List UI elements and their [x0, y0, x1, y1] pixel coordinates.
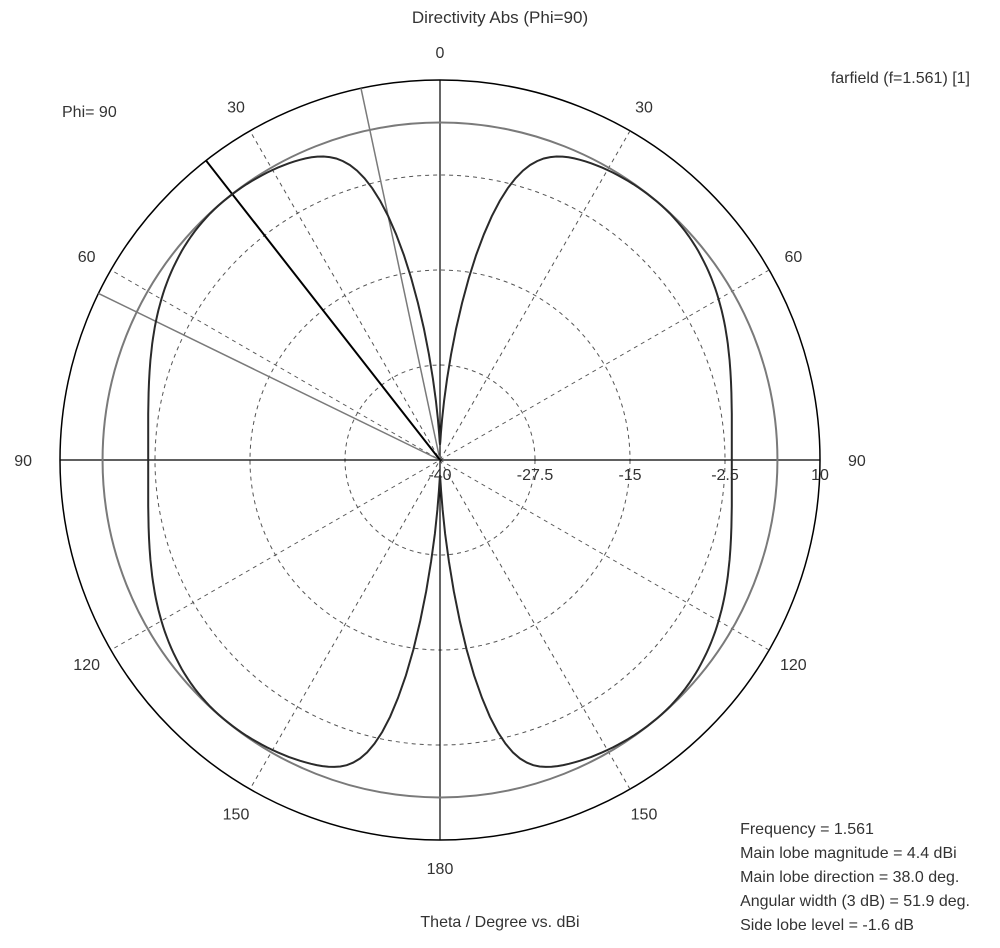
svg-text:120: 120: [780, 657, 807, 674]
svg-text:-27.5: -27.5: [517, 467, 554, 484]
svg-text:-2.5: -2.5: [711, 467, 739, 484]
svg-text:180: 180: [427, 861, 454, 878]
svg-text:30: 30: [635, 100, 653, 117]
svg-text:-15: -15: [618, 467, 641, 484]
svg-text:90: 90: [848, 453, 866, 470]
svg-text:150: 150: [223, 806, 250, 823]
svg-text:60: 60: [784, 249, 802, 266]
svg-text:30: 30: [227, 100, 245, 117]
polar-chart: -40-27.5-15-2.51003030606090901201201501…: [0, 0, 1000, 948]
svg-text:150: 150: [631, 806, 658, 823]
svg-text:90: 90: [14, 453, 32, 470]
svg-text:60: 60: [78, 249, 96, 266]
svg-text:10: 10: [811, 467, 829, 484]
svg-text:0: 0: [436, 45, 445, 62]
svg-text:120: 120: [73, 657, 100, 674]
